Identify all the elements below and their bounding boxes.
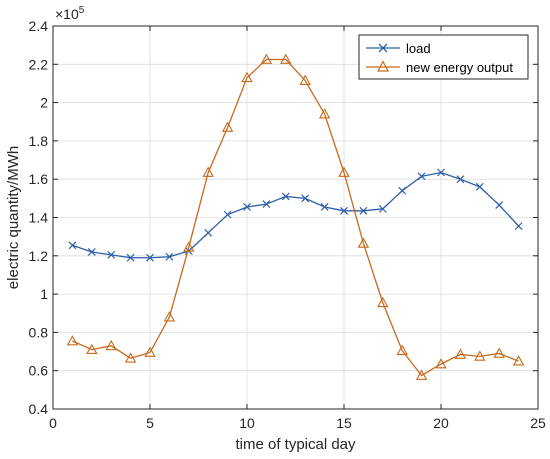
data-point-load (359, 206, 368, 215)
y-tick-label: 2.4 (29, 18, 49, 34)
data-point-new-energy-output (357, 237, 370, 248)
y-tick-label: 1.4 (29, 210, 49, 226)
y-tick-label: 0.4 (29, 401, 49, 417)
legend-marker-load (378, 43, 388, 53)
data-point-new-energy-output (318, 108, 331, 119)
data-point-load (340, 206, 348, 215)
x-tick-label: 10 (239, 415, 255, 431)
data-point-load (126, 253, 135, 262)
data-point-new-energy-output (241, 71, 253, 83)
data-point-new-energy-output (144, 346, 156, 357)
data-point-load (514, 222, 523, 231)
data-point-new-energy-output (493, 347, 505, 358)
series-line-load (72, 171, 520, 259)
legend-marker-new-energy-output (377, 60, 389, 72)
data-point-load (475, 182, 484, 191)
y-tick-label: 0.6 (29, 363, 49, 379)
data-point-load (243, 203, 251, 211)
x-tick-label: 0 (49, 415, 57, 431)
data-point-load (417, 172, 426, 181)
y-tick-label: 1 (40, 286, 48, 302)
x-tick-label: 20 (433, 415, 449, 431)
legend-label-load: load (406, 41, 431, 56)
data-point-new-energy-output (435, 358, 447, 369)
series-new-energy-output (66, 53, 525, 380)
series-group (66, 53, 525, 380)
data-point-new-energy-output (105, 339, 117, 351)
data-point-load (223, 210, 232, 219)
data-point-new-energy-output (66, 335, 79, 346)
data-point-load (262, 200, 271, 209)
legend-box (358, 34, 529, 80)
legend: load new energy output (358, 34, 529, 80)
y-tick-label: 0.8 (29, 324, 49, 340)
data-point-new-energy-output (124, 352, 137, 363)
x-tick-label: 15 (336, 415, 352, 431)
y-tick-label: 1.6 (29, 171, 49, 187)
data-point-load (398, 186, 407, 195)
data-point-new-energy-output (396, 344, 408, 355)
y-axis-label: electric quantity/MWh (5, 146, 22, 289)
data-point-new-energy-output (280, 53, 292, 64)
data-point-new-energy-output (512, 355, 525, 366)
axis-ticks: 0 5 10 15 20 25 0.4 0.6 0.8 1 1.2 1.4 1.6 1.8 2 2.2 2.4 (29, 18, 546, 431)
y-tick-label: 2.2 (29, 56, 49, 72)
data-point-new-energy-output (163, 311, 176, 322)
data-point-load (301, 194, 310, 203)
data-point-load (146, 253, 154, 262)
y-tick-label: 1.8 (29, 133, 49, 149)
data-point-load (281, 192, 290, 201)
series-load (68, 168, 523, 262)
data-point-load (378, 204, 387, 213)
data-point-new-energy-output (338, 166, 350, 177)
data-point-new-energy-output (377, 296, 389, 308)
data-point-new-energy-output (221, 121, 234, 132)
data-point-load (87, 248, 96, 256)
legend-label-new-energy-output: new energy output (406, 60, 513, 75)
data-point-load (495, 201, 504, 209)
data-point-new-energy-output (474, 350, 486, 361)
y-axis-exponent: ×105 (55, 5, 85, 22)
data-point-new-energy-output (183, 241, 195, 252)
y-tick-label: 2 (40, 95, 48, 111)
grid (52, 25, 539, 410)
data-point-load (107, 250, 116, 259)
data-point-new-energy-output (86, 343, 98, 355)
data-point-load (320, 203, 329, 211)
x-axis-label: time of typical day (235, 436, 356, 453)
x-tick-label: 5 (146, 415, 154, 431)
data-point-load (165, 252, 174, 261)
data-point-load (204, 228, 213, 237)
data-point-new-energy-output (415, 369, 428, 380)
data-point-new-energy-output (299, 74, 311, 85)
data-point-new-energy-output (202, 166, 214, 177)
data-point-load (437, 168, 445, 177)
data-point-load (68, 241, 77, 250)
y-tick-label: 1.2 (29, 248, 49, 264)
x-tick-label: 25 (530, 415, 546, 431)
data-point-load (456, 175, 465, 184)
data-point-new-energy-output (260, 53, 273, 64)
data-point-new-energy-output (454, 348, 467, 359)
